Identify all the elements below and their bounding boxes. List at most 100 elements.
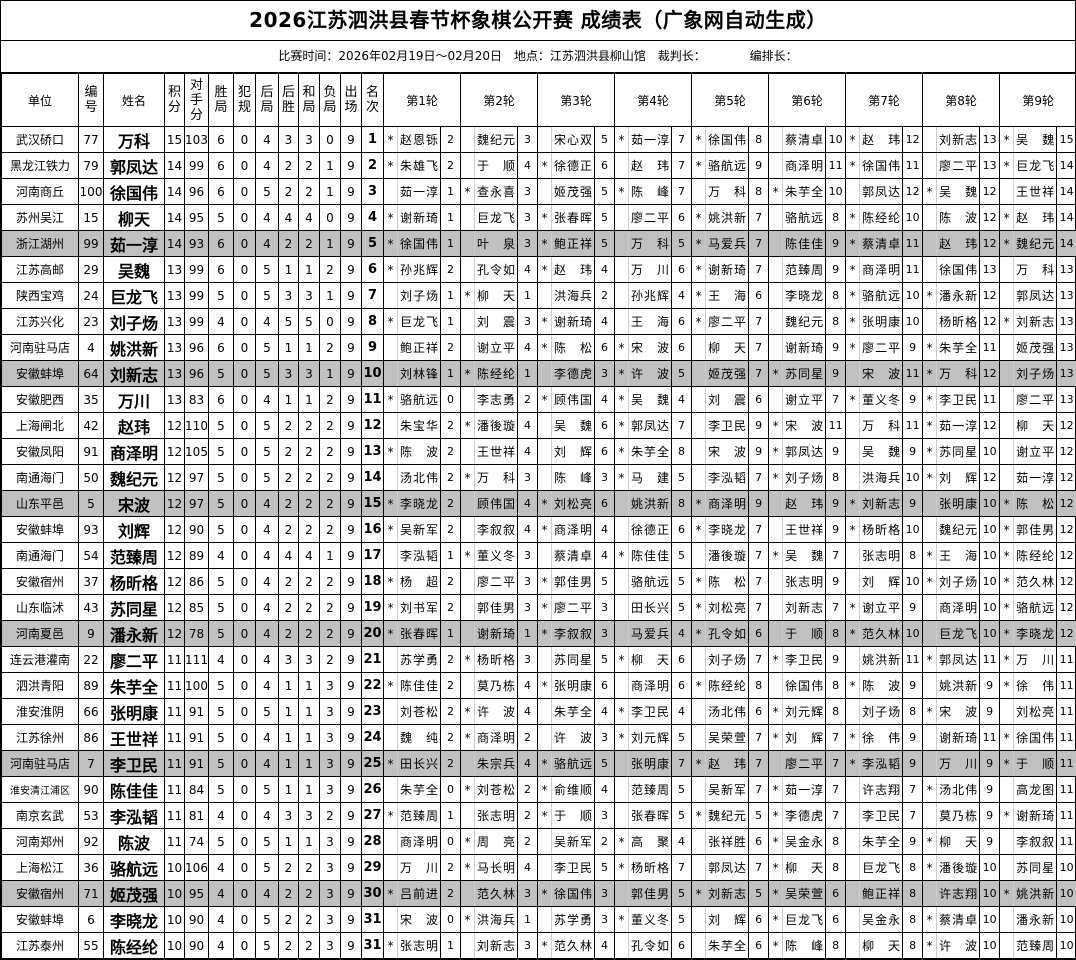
color-star: * bbox=[846, 673, 860, 699]
unit: 河南夏邑 bbox=[2, 621, 79, 647]
player-number: 37 bbox=[79, 569, 104, 595]
opponent-name: 刘辉 bbox=[860, 569, 903, 595]
round-points: 12 bbox=[1057, 413, 1076, 439]
color-star: * bbox=[923, 335, 937, 361]
back-games: 5 bbox=[256, 439, 279, 465]
color-star bbox=[923, 881, 937, 907]
opponent-name: 刘震 bbox=[706, 387, 749, 413]
color-star: * bbox=[538, 205, 552, 231]
round-points: 2 bbox=[595, 829, 615, 855]
wins: 6 bbox=[209, 179, 234, 205]
color-star: * bbox=[615, 127, 629, 153]
color-star bbox=[384, 335, 398, 361]
color-star bbox=[615, 751, 629, 777]
unit: 连云港灌南 bbox=[2, 647, 79, 673]
opponent-name: 吴魏 bbox=[629, 387, 672, 413]
color-star bbox=[923, 491, 937, 517]
back-wins: 1 bbox=[279, 257, 299, 283]
player-number: 23 bbox=[79, 309, 104, 335]
round-points: 2 bbox=[518, 777, 538, 803]
opponent-name: 吴魏 bbox=[860, 439, 903, 465]
opponent-name: 吴荣萱 bbox=[783, 881, 826, 907]
color-star bbox=[538, 127, 552, 153]
round-points: 5 bbox=[672, 907, 692, 933]
opponent-name: 陈佳佳 bbox=[398, 673, 441, 699]
round-points: 2 bbox=[441, 855, 461, 881]
opponent-score: 95 bbox=[185, 205, 209, 231]
color-star: * bbox=[615, 855, 629, 881]
color-star: * bbox=[923, 933, 937, 959]
round-points: 10 bbox=[903, 205, 923, 231]
color-star: * bbox=[538, 309, 552, 335]
color-star bbox=[615, 257, 629, 283]
opponent-name: 万科 bbox=[937, 361, 980, 387]
opponent-name: 谢新琦 bbox=[398, 205, 441, 231]
color-star: * bbox=[384, 517, 398, 543]
round-points: 9 bbox=[980, 673, 1000, 699]
round-points: 11 bbox=[980, 335, 1000, 361]
opponent-name: 许波 bbox=[552, 725, 595, 751]
player-number: 77 bbox=[79, 127, 104, 153]
color-star: * bbox=[692, 491, 706, 517]
player-number: 29 bbox=[79, 257, 104, 283]
color-star bbox=[923, 751, 937, 777]
opponent-name: 李卫民 bbox=[860, 803, 903, 829]
draws: 3 bbox=[299, 283, 320, 309]
round-points: 2 bbox=[441, 699, 461, 725]
round-points: 12 bbox=[1057, 465, 1076, 491]
color-star: * bbox=[923, 543, 937, 569]
opponent-name: 孔令如 bbox=[706, 621, 749, 647]
color-star bbox=[538, 647, 552, 673]
color-star: * bbox=[923, 855, 937, 881]
round-points: 4 bbox=[518, 699, 538, 725]
color-star bbox=[615, 205, 629, 231]
opponent-name: 许志翔 bbox=[937, 881, 980, 907]
fouls: 0 bbox=[234, 725, 256, 751]
round-points: 2 bbox=[441, 673, 461, 699]
opponent-name: 刘新志 bbox=[706, 881, 749, 907]
unit: 上海松江 bbox=[2, 855, 79, 881]
color-star bbox=[923, 595, 937, 621]
color-star: * bbox=[615, 465, 629, 491]
opponent-name: 田长兴 bbox=[629, 595, 672, 621]
round-points: 5 bbox=[749, 803, 769, 829]
color-star bbox=[461, 621, 475, 647]
opponent-name: 蔡清卓 bbox=[552, 543, 595, 569]
back-games: 5 bbox=[256, 257, 279, 283]
round-points: 8 bbox=[903, 699, 923, 725]
opponent-name: 蔡清卓 bbox=[937, 907, 980, 933]
draws: 4 bbox=[299, 205, 320, 231]
round-points: 7 bbox=[749, 569, 769, 595]
color-star: * bbox=[692, 231, 706, 257]
color-star: * bbox=[846, 205, 860, 231]
opponent-score: 105 bbox=[185, 439, 209, 465]
opponent-name: 徐伟 bbox=[860, 725, 903, 751]
color-star bbox=[615, 595, 629, 621]
round-points: 3 bbox=[518, 543, 538, 569]
played: 9 bbox=[341, 205, 362, 231]
color-star bbox=[384, 777, 398, 803]
round-points: 7 bbox=[903, 777, 923, 803]
round-points: 7 bbox=[749, 517, 769, 543]
score: 10 bbox=[165, 907, 185, 933]
color-star: * bbox=[538, 257, 552, 283]
fouls: 0 bbox=[234, 257, 256, 283]
color-star bbox=[923, 803, 937, 829]
round-points: 8 bbox=[903, 855, 923, 881]
color-star: * bbox=[846, 309, 860, 335]
score: 12 bbox=[165, 491, 185, 517]
wins: 6 bbox=[209, 257, 234, 283]
round-points: 13 bbox=[980, 257, 1000, 283]
draws: 3 bbox=[299, 803, 320, 829]
round-points: 5 bbox=[672, 231, 692, 257]
round-points: 6 bbox=[749, 283, 769, 309]
color-star: * bbox=[615, 829, 629, 855]
losses: 2 bbox=[320, 647, 341, 673]
fouls: 0 bbox=[234, 387, 256, 413]
played: 9 bbox=[341, 569, 362, 595]
